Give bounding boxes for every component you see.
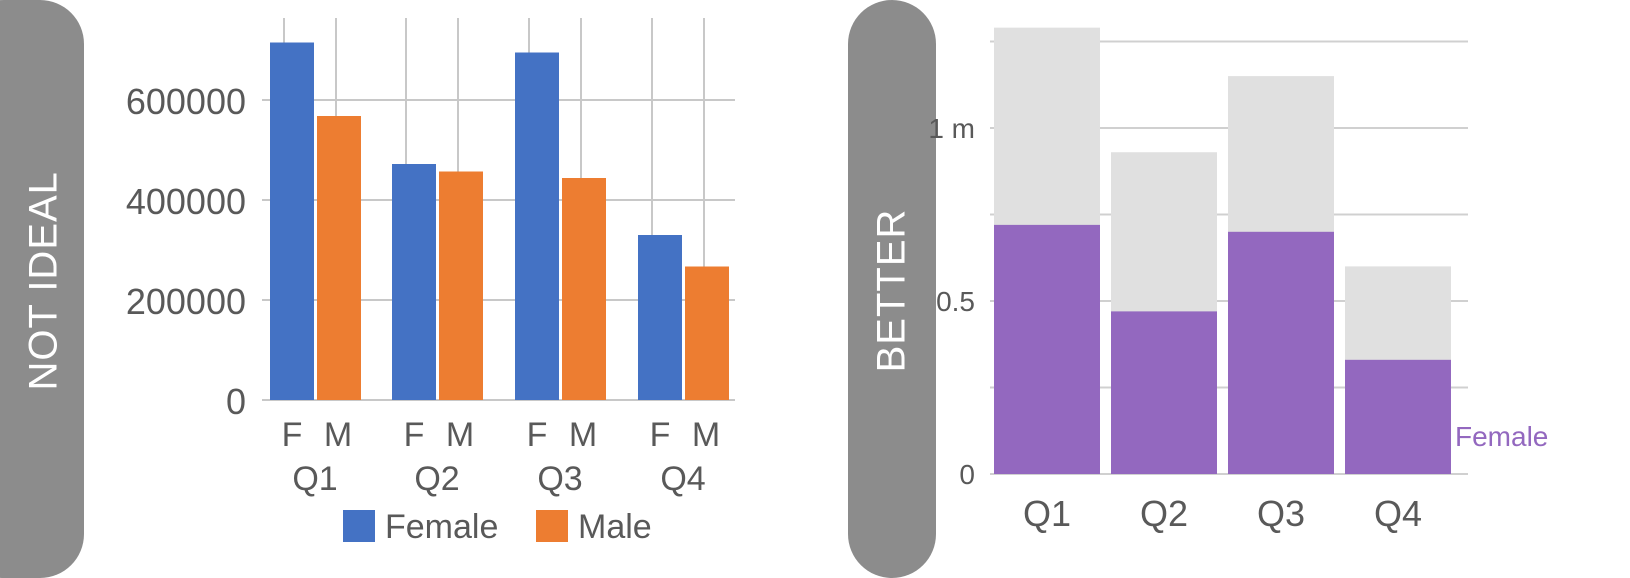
better-panel-tab	[848, 0, 936, 578]
x-sub-label: F	[527, 416, 548, 454]
x-sub-label: F	[650, 416, 671, 454]
bar-female-q2	[1111, 311, 1217, 474]
y-tick-label: 0.5	[936, 286, 975, 317]
bar-female-q1	[994, 224, 1100, 474]
x-category-label: Q1	[292, 460, 337, 498]
x-category-label: Q3	[1257, 493, 1305, 534]
female-direct-label: Female	[1455, 421, 1548, 452]
x-sub-label: M	[692, 416, 720, 454]
bar-male-q1	[317, 116, 361, 400]
legend-label-female: Female	[385, 508, 498, 546]
x-category-label: Q3	[537, 460, 582, 498]
x-category-label: Q4	[660, 460, 705, 498]
x-sub-label: M	[569, 416, 597, 454]
legend-swatch-male	[536, 510, 568, 542]
not-ideal-panel-tab	[0, 0, 84, 578]
bar-female-q4	[1345, 359, 1451, 474]
bar-female-q3	[515, 52, 559, 400]
x-sub-label: M	[446, 416, 474, 454]
bar-female-q3	[1228, 231, 1334, 474]
x-category-label: Q4	[1374, 493, 1422, 534]
bar-male-q2	[439, 171, 483, 400]
legend-label-male: Male	[578, 508, 652, 546]
y-tick-label: 0	[226, 381, 246, 422]
x-category-label: Q1	[1023, 493, 1071, 534]
x-category-label: Q2	[414, 460, 459, 498]
y-tick-label: 600000	[126, 81, 246, 122]
y-tick-label: 400000	[126, 181, 246, 222]
legend-swatch-female	[343, 510, 375, 542]
bar-female-q1	[270, 42, 314, 400]
x-sub-label: M	[324, 416, 352, 454]
x-sub-label: F	[282, 416, 303, 454]
bar-male-q4	[685, 266, 729, 400]
bar-female-q2	[392, 164, 436, 400]
bar-female-q4	[638, 235, 682, 400]
y-tick-label: 1 m	[928, 113, 975, 144]
y-tick-label: 200000	[126, 281, 246, 322]
x-category-label: Q2	[1140, 493, 1188, 534]
x-sub-label: F	[404, 416, 425, 454]
bar-male-q3	[562, 178, 606, 400]
y-tick-label: 0	[959, 459, 975, 490]
